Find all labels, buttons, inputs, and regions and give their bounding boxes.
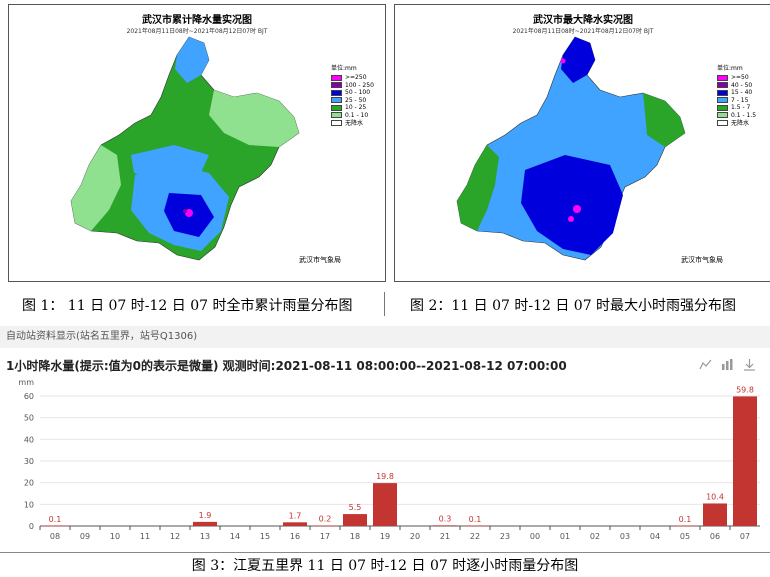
bar (313, 525, 337, 527)
caption-divider (384, 292, 385, 316)
map-panel-max-hourly: 武汉市最大降水实况图 2021年08月11日08时~2021年08月12日07时… (394, 4, 770, 282)
max-hourly-rainfall-map (456, 36, 686, 261)
x-tick-label: 14 (230, 532, 240, 541)
map-credit: 武汉市气象局 (299, 256, 341, 264)
divider (0, 552, 770, 553)
x-tick-label: 01 (560, 532, 570, 541)
legend-item: 50 - 100 (331, 89, 374, 97)
data-label: 0.1 (679, 515, 692, 524)
bar (373, 483, 397, 526)
map-subtitle: 2021年08月11日08时~2021年08月12日07时 BJT (512, 28, 654, 35)
map-caption-row: 图 1： 11 日 07 时-12 日 07 时全市累计雨量分布图 图 2：11… (0, 292, 770, 318)
legend-item: 0.1 - 1.5 (717, 112, 756, 120)
bar (463, 525, 487, 527)
map-title: 武汉市最大降水实况图 (533, 15, 633, 26)
y-tick-label: 60 (24, 392, 34, 401)
legend-item: 无降水 (717, 119, 756, 127)
cumulative-rainfall-map (70, 36, 300, 261)
legend-item: >=50 (717, 74, 756, 82)
x-tick-label: 00 (530, 532, 540, 541)
legend-item: 25 - 50 (331, 97, 374, 105)
x-tick-label: 20 (410, 532, 420, 541)
x-tick-label: 22 (470, 532, 480, 541)
data-label: 0.1 (469, 515, 482, 524)
bar (283, 522, 307, 526)
y-tick-label: 10 (24, 500, 34, 509)
legend-item: 15 - 40 (717, 89, 756, 97)
station-panel-label: 自动站资料显示(站名五里界，站号Q1306) (6, 331, 198, 342)
legend-item: 40 - 50 (717, 82, 756, 90)
x-tick-label: 03 (620, 532, 630, 541)
chart-heading: 1小时降水量(提示:值为0的表示是微量) 观测时间:2021-08-11 08:… (6, 359, 567, 373)
x-tick-label: 02 (590, 532, 600, 541)
y-tick-label: 30 (24, 457, 34, 466)
legend-title: 单位:mm (331, 65, 357, 72)
bar (703, 503, 727, 526)
x-tick-label: 12 (170, 532, 180, 541)
x-tick-label: 08 (50, 532, 60, 541)
legend-item: 7 - 15 (717, 97, 756, 105)
data-label: 0.2 (319, 515, 332, 524)
legend-item: 100 - 250 (331, 82, 374, 90)
x-tick-label: 13 (200, 532, 210, 541)
x-tick-label: 11 (140, 532, 150, 541)
x-tick-label: 23 (500, 532, 510, 541)
map-subtitle: 2021年08月11日08时~2021年08月12日07时 BJT (126, 28, 268, 35)
bar-chart-icon[interactable] (721, 358, 734, 371)
legend-item: 10 - 25 (331, 104, 374, 112)
data-label: 1.7 (289, 511, 302, 520)
x-tick-label: 21 (440, 532, 450, 541)
map-title: 武汉市累计降水量实况图 (142, 15, 252, 26)
download-icon[interactable] (743, 358, 756, 371)
bar (43, 525, 67, 527)
data-label: 10.4 (706, 492, 724, 501)
map-panel-cumulative: 武汉市累计降水量实况图 2021年08月11日08时~2021年08月12日07… (8, 4, 386, 282)
x-tick-label: 18 (350, 532, 360, 541)
x-tick-label: 10 (110, 532, 120, 541)
y-axis-label: mm (18, 378, 34, 387)
x-tick-label: 05 (680, 532, 690, 541)
x-tick-label: 19 (380, 532, 390, 541)
y-tick-label: 40 (24, 435, 34, 444)
figure-3-caption: 图 3：江夏五里界 11 日 07 时-12 日 07 时逐小时雨量分布图 (191, 558, 579, 574)
x-tick-label: 17 (320, 532, 330, 541)
data-label: 5.5 (349, 503, 362, 512)
x-tick-label: 15 (260, 532, 270, 541)
legend-item: 1.5 - 7 (717, 104, 756, 112)
x-tick-label: 09 (80, 532, 90, 541)
figure-1-caption: 图 1： 11 日 07 时-12 日 07 时全市累计雨量分布图 (22, 298, 353, 314)
map-legend: 单位:mm >=50 40 - 50 15 - 40 7 - 15 1.5 - … (717, 63, 756, 127)
figure-2-caption: 图 2：11 日 07 时-12 日 07 时最大小时雨强分布图 (410, 298, 737, 314)
station-panel-header: 自动站资料显示(站名五里界，站号Q1306) (0, 326, 770, 348)
bar (733, 396, 757, 526)
map-credit: 武汉市气象局 (681, 256, 723, 264)
legend-item: >=250 (331, 74, 374, 82)
line-chart-icon[interactable] (699, 358, 712, 371)
chart-toolbox (699, 358, 756, 371)
data-label: 1.9 (199, 511, 212, 520)
y-tick-label: 0 (29, 522, 34, 531)
data-label: 0.3 (439, 514, 452, 523)
data-label: 19.8 (376, 472, 394, 481)
data-label: 59.8 (736, 385, 754, 394)
x-tick-label: 16 (290, 532, 300, 541)
bar (193, 521, 217, 526)
y-tick-label: 50 (24, 414, 34, 423)
bar (433, 525, 457, 526)
bar (343, 514, 367, 526)
legend-item: 无降水 (331, 119, 374, 127)
y-tick-label: 20 (24, 479, 34, 488)
map-legend: 单位:mm >=250 100 - 250 50 - 100 25 - 50 1… (331, 63, 374, 127)
legend-title: 单位:mm (717, 65, 743, 72)
data-label: 0.1 (49, 515, 62, 524)
bar (673, 525, 697, 527)
x-tick-label: 06 (710, 532, 720, 541)
x-tick-label: 04 (650, 532, 660, 541)
legend-item: 0.1 - 10 (331, 112, 374, 120)
x-tick-label: 07 (740, 532, 750, 541)
